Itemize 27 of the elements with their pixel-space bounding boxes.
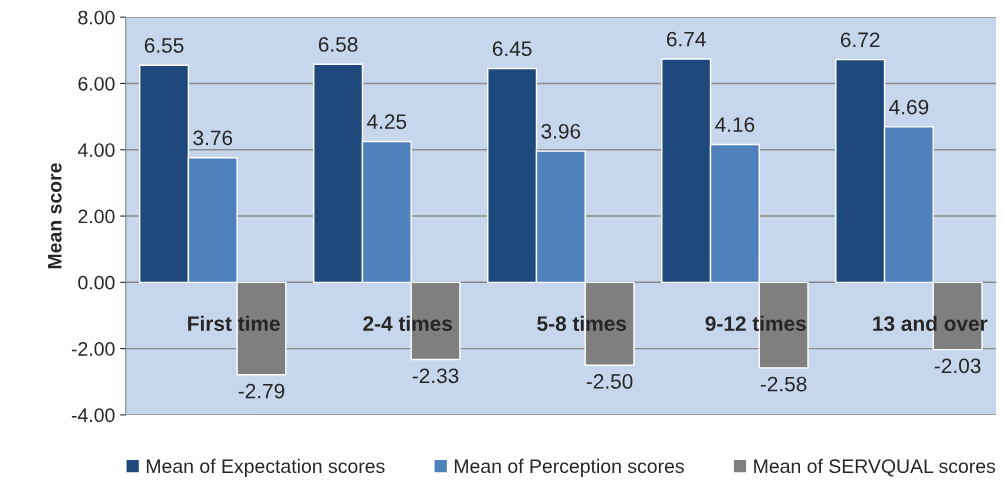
y-tick-label: -4.00	[71, 408, 115, 423]
data-label: -2.50	[586, 374, 633, 389]
y-tick-label: 6.00	[78, 76, 115, 91]
y-tick-label: 0.00	[78, 275, 115, 290]
data-label: 4.25	[367, 114, 407, 130]
y-tick-label: 8.00	[78, 10, 115, 25]
y-tick-label: 4.00	[77, 143, 115, 157]
y-tick-label: -2.00	[71, 342, 115, 356]
y-axis-title: Mean score	[48, 163, 62, 269]
data-label: 6.55	[144, 38, 184, 53]
data-label: 6.72	[840, 32, 880, 48]
data-label: 4.16	[715, 117, 755, 132]
legend-label: Mean of Perception scores	[454, 458, 684, 477]
data-label: -2.79	[238, 383, 285, 399]
data-label: 6.45	[492, 41, 532, 57]
data-label: 3.76	[193, 130, 233, 146]
x-tick-label: First time	[188, 315, 280, 331]
y-tick-label: 2.00	[78, 209, 115, 224]
data-label: -2.58	[760, 376, 807, 392]
data-label: 6.74	[666, 31, 706, 47]
legend-label: Mean of Expectation scores	[146, 458, 385, 477]
data-label: 3.96	[541, 123, 581, 139]
data-label: 6.58	[318, 37, 358, 52]
legend-label: Mean of SERVQUAL scores	[754, 458, 996, 477]
data-label: -2.03	[934, 358, 981, 374]
data-label: -2.33	[412, 368, 459, 384]
data-label: 4.69	[889, 99, 929, 115]
